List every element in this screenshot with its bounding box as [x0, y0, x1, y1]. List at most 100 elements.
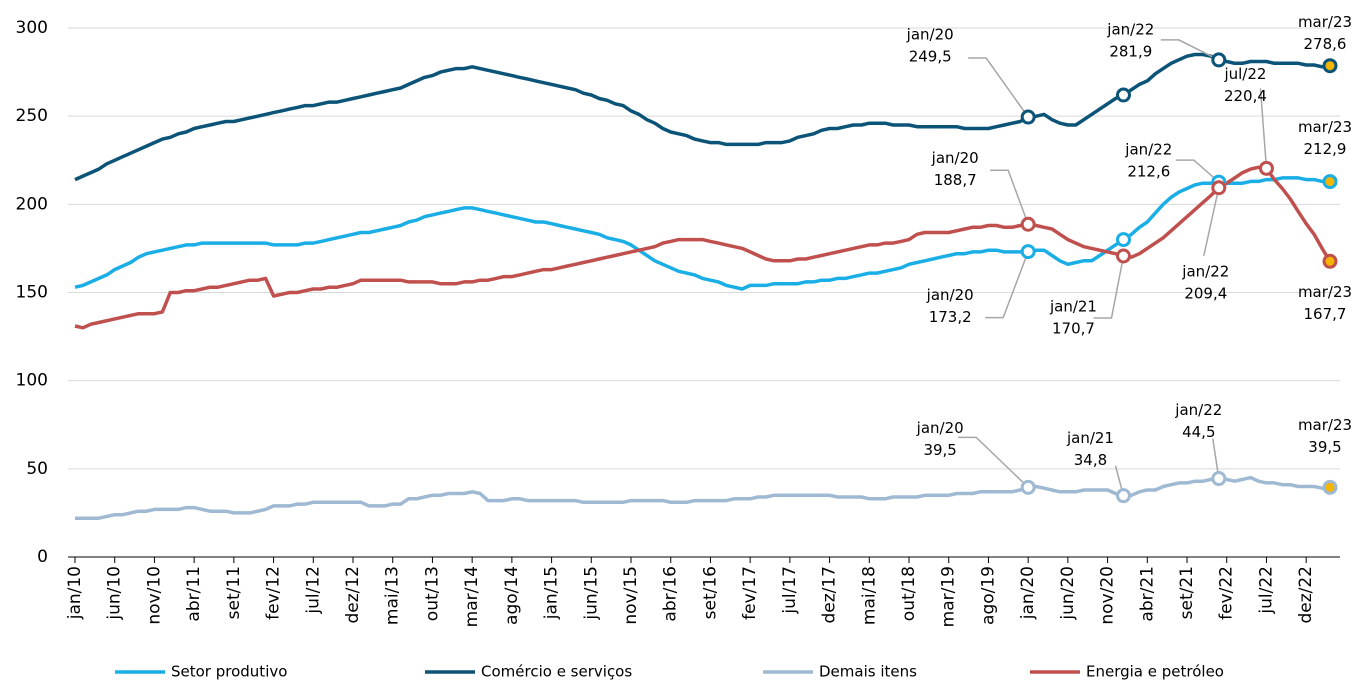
- y-tick-label: 0: [37, 547, 48, 567]
- series-line: [75, 475, 1331, 520]
- leader-line: [958, 436, 1029, 488]
- annotation-date: jan/22: [1181, 262, 1229, 280]
- annotation-value: 173,2: [929, 308, 972, 326]
- point-marker: [1115, 232, 1131, 248]
- series-line: [74, 52, 1331, 182]
- annotation-date: mar/23: [1298, 118, 1352, 136]
- annotation-value: 212,9: [1304, 140, 1347, 158]
- x-tick-label: jul/17: [780, 566, 800, 615]
- annotation-value: 249,5: [909, 48, 952, 66]
- x-tick-label: mai/18: [859, 566, 879, 625]
- x-tick-label: mar/19: [939, 566, 959, 627]
- leader-line: [1175, 159, 1220, 183]
- annotation-value: 39,5: [923, 441, 956, 459]
- x-tick-label: set/11: [224, 566, 244, 619]
- x-tick-label: abr/11: [184, 566, 204, 622]
- x-tick-label: fev/12: [264, 566, 284, 620]
- annotation-value: 167,7: [1304, 305, 1347, 323]
- x-tick-label: jan/15: [542, 566, 562, 620]
- leader-line: [985, 251, 1029, 319]
- annotation-value: 212,6: [1127, 163, 1170, 181]
- leader-line: [990, 169, 1029, 225]
- leader-line: [1160, 39, 1220, 61]
- annotation-date: mar/23: [1298, 13, 1352, 31]
- y-tick-label: 200: [16, 194, 48, 214]
- x-tick-label: nov/10: [144, 566, 164, 625]
- x-tick-label: fev/17: [740, 566, 760, 620]
- x-tick-label: abr/16: [661, 566, 681, 622]
- point-marker: [1322, 58, 1338, 74]
- x-tick-label: jul/12: [303, 566, 323, 615]
- annotation-date: mar/23: [1298, 283, 1352, 301]
- annotation-date: jan/20: [926, 286, 974, 304]
- x-tick-label: jan/20: [1018, 566, 1038, 620]
- x-tick-label: nov/15: [621, 566, 641, 625]
- x-tick-label: jul/22: [1256, 566, 1276, 615]
- annotation-date: jan/21: [1066, 429, 1114, 447]
- series-line: [74, 176, 1331, 291]
- leader-line: [968, 57, 1029, 118]
- annotation-value: 188,7: [934, 171, 977, 189]
- y-tick-label: 300: [16, 18, 48, 38]
- point-marker: [1020, 109, 1036, 125]
- annotation-date: jan/20: [916, 419, 964, 437]
- x-tick-label: out/13: [422, 566, 442, 621]
- x-tick-label: jun/10: [105, 566, 125, 621]
- annotation-value: 220,4: [1224, 87, 1267, 105]
- point-marker: [1020, 244, 1036, 260]
- point-marker: [1322, 253, 1338, 269]
- point-marker: [1322, 174, 1338, 190]
- legend-label: Comércio e serviços: [481, 663, 632, 681]
- annotation-date: jan/22: [1174, 401, 1222, 419]
- x-tick-label: dez/17: [820, 566, 840, 624]
- series-line: [74, 165, 1332, 330]
- y-tick-label: 150: [16, 283, 48, 303]
- x-tick-label: mai/13: [383, 566, 403, 625]
- legend-label: Energia e petróleo: [1086, 663, 1224, 681]
- annotation-value: 209,4: [1184, 284, 1227, 302]
- annotation-date: jan/20: [931, 149, 979, 167]
- point-marker: [1211, 52, 1227, 68]
- x-tick-label: dez/22: [1296, 566, 1316, 624]
- annotation-value: 44,5: [1182, 423, 1215, 441]
- annotation-date: jan/21: [1049, 297, 1097, 315]
- point-marker: [1258, 160, 1274, 176]
- annotation-date: jan/22: [1124, 141, 1172, 159]
- x-tick-label: fev/22: [1217, 566, 1237, 620]
- x-tick-label: set/16: [700, 566, 720, 619]
- point-marker: [1115, 248, 1131, 264]
- point-marker: [1115, 488, 1131, 504]
- legend-label: Demais itens: [819, 663, 917, 681]
- annotation-date: mar/23: [1298, 416, 1352, 434]
- leader-line: [1259, 88, 1268, 169]
- x-tick-label: jun/20: [1058, 566, 1078, 621]
- x-tick-label: nov/20: [1098, 566, 1118, 625]
- y-tick-label: 250: [16, 106, 48, 126]
- y-tick-label: 50: [26, 459, 48, 479]
- legend-label: Setor produtivo: [171, 663, 287, 681]
- x-tick-label: set/21: [1177, 566, 1197, 619]
- point-marker: [1322, 479, 1338, 495]
- x-tick-label: dez/12: [343, 566, 363, 624]
- annotation-value: 281,9: [1109, 42, 1152, 60]
- annotation-date: jul/22: [1223, 65, 1266, 83]
- annotation-date: jan/20: [906, 26, 954, 44]
- point-marker: [1020, 479, 1036, 495]
- point-marker: [1020, 216, 1036, 232]
- x-tick-label: jun/15: [581, 566, 601, 621]
- x-tick-label: out/18: [899, 566, 919, 621]
- x-tick-label: mar/14: [462, 566, 482, 627]
- x-tick-label: ago/14: [502, 566, 522, 625]
- x-tick-label: abr/21: [1137, 566, 1157, 622]
- point-marker: [1211, 471, 1227, 487]
- point-marker: [1211, 180, 1227, 196]
- annotation-value: 278,6: [1304, 35, 1347, 53]
- annotation-date: jan/22: [1106, 20, 1154, 38]
- annotation-value: 170,7: [1052, 319, 1095, 337]
- leader-line: [1203, 187, 1220, 256]
- x-tick-label: ago/19: [978, 566, 998, 625]
- annotation-value: 39,5: [1308, 438, 1341, 456]
- x-tick-label: jan/10: [65, 566, 85, 620]
- leader-line: [1093, 255, 1125, 319]
